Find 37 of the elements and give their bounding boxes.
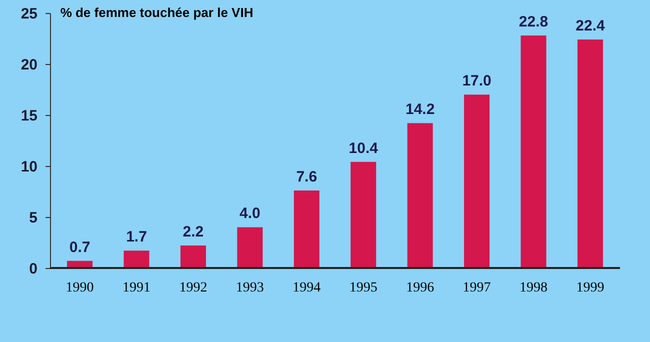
data-label: 7.6 [296,168,318,186]
bar [464,94,490,268]
data-label: 22.4 [576,18,606,35]
y-tick-label: 5 [29,210,38,226]
x-tick-label: 1992 [179,280,208,296]
bar [350,162,376,268]
data-label: 4.0 [239,205,260,222]
bar [407,123,433,268]
y-tick-label: 15 [20,108,38,124]
y-tick-label: 10 [20,158,38,176]
x-tick-label: 1998 [520,280,548,296]
bar [180,246,206,268]
bar [124,250,150,268]
bar [294,190,320,268]
bar [67,260,93,268]
bar [520,35,546,268]
chart-title: % de femme touchée par le VIH [60,5,254,20]
bar [577,40,603,268]
data-label: 10.4 [348,140,379,157]
x-tick-label: 1995 [349,280,378,296]
x-tick-label: 1991 [122,280,150,296]
x-tick-label: 1994 [292,280,321,296]
data-label: 0.7 [69,238,90,256]
x-tick-label: 1993 [236,280,264,296]
y-tick-label: 20 [20,56,38,74]
x-tick-label: 1996 [406,280,434,296]
y-tick-label: 25 [20,6,38,22]
data-label: 22.8 [518,13,548,30]
data-label: 1.7 [126,228,147,246]
x-tick-label: 1999 [576,280,604,296]
data-label: 14.2 [405,101,435,118]
bar [237,227,263,268]
y-tick-label: 0 [29,260,38,278]
data-label: 17.0 [462,72,492,90]
data-label: 2.2 [182,224,204,241]
x-tick-label: 1990 [66,280,94,296]
x-tick-label: 1997 [462,280,491,296]
